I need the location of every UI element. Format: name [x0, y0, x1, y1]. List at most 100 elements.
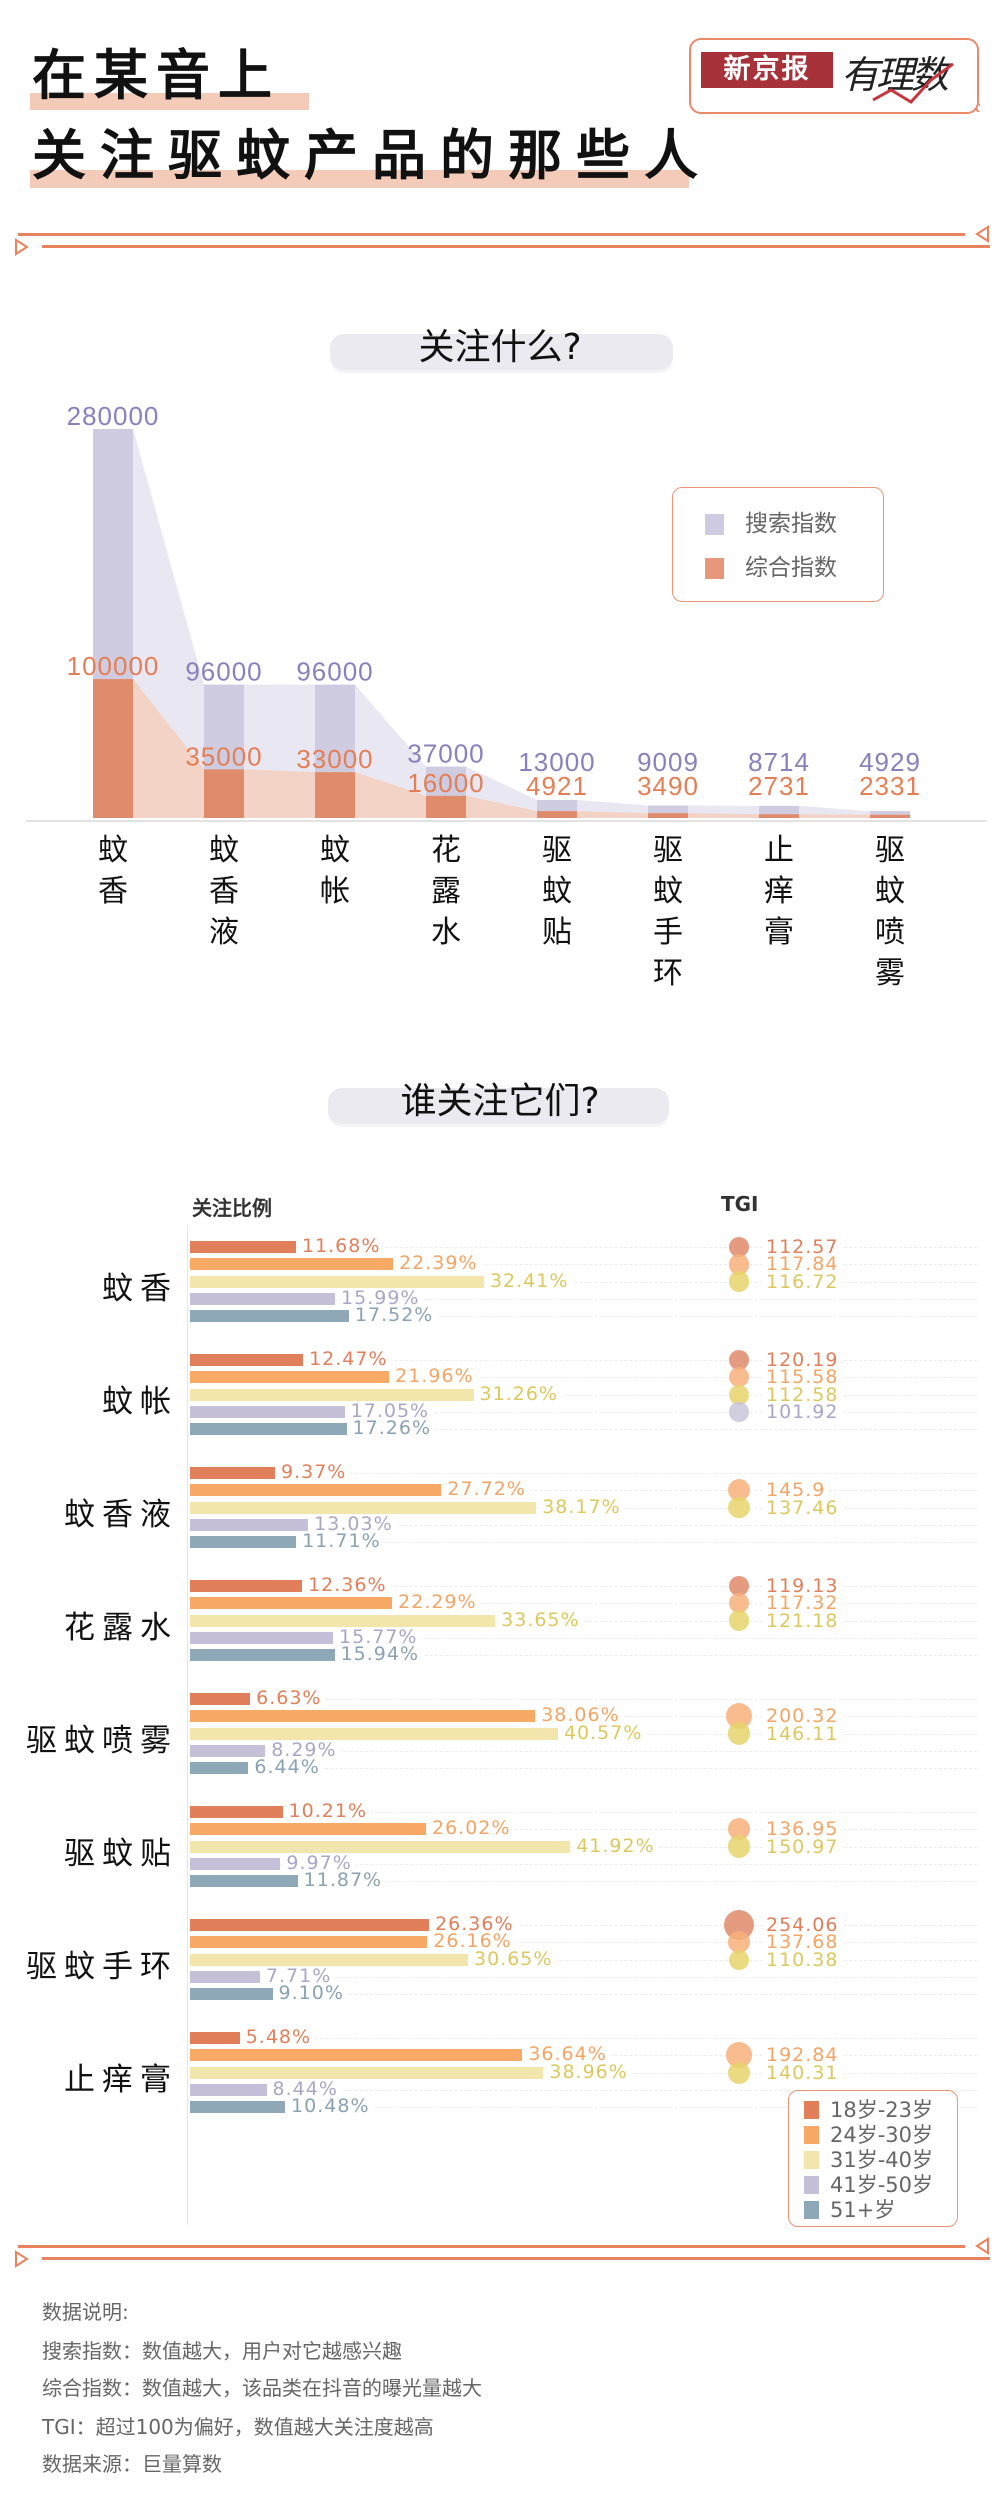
gridline [190, 1264, 977, 1266]
tgi-dot [727, 1479, 751, 1502]
tgi-value: 117.84 [762, 1255, 843, 1274]
bar-2 [190, 1597, 393, 1610]
bar-3 [190, 1953, 468, 1966]
bar-3 [190, 1727, 558, 1740]
legend-label: 18岁-23岁 [830, 2098, 934, 2122]
tgi-value: 115.58 [762, 1368, 843, 1387]
bar-4 [190, 1857, 281, 1870]
x-axis-label: 蚊香液 [209, 833, 239, 950]
legend-label: 搜索指数 [745, 511, 837, 537]
bar-1 [190, 2032, 240, 2044]
bar-value-label: 22.29% [394, 1592, 481, 1613]
bar-3 [190, 1501, 537, 1514]
gridline [190, 1394, 977, 1396]
bar-value-label: 11.71% [298, 1531, 385, 1552]
tgi-dot [728, 1931, 750, 1954]
gridline [190, 1298, 977, 1300]
legend-swatch [705, 514, 724, 535]
tgi-value: 117.32 [762, 1594, 843, 1613]
search-index-label: 280000 [67, 401, 160, 431]
gridline [190, 1994, 977, 1996]
gridline [190, 1655, 977, 1657]
legend-swatch [804, 2101, 819, 2119]
search-index-label: 9009 [637, 747, 699, 777]
tgi-value: 120.19 [762, 1351, 843, 1370]
gridline [190, 1281, 977, 1283]
category-label: 驱蚊手环 [26, 1949, 178, 1985]
bar-value-label: 6.44% [250, 1757, 324, 1778]
category-label: 驱蚊贴 [64, 1836, 178, 1872]
legend-label: 31岁-40岁 [830, 2148, 934, 2172]
gridline [190, 1881, 977, 1883]
bar-4 [190, 1970, 260, 1983]
category-label: 花露水 [64, 1610, 178, 1646]
x-axis-label: 止痒膏 [764, 833, 794, 950]
ratio-column-header: 关注比例 [192, 1196, 272, 1220]
tgi-dot [728, 1496, 750, 1519]
bar-value-label: 9.37% [276, 1462, 351, 1482]
gridline [190, 1768, 977, 1770]
tgi-value: 110.38 [762, 1950, 843, 1969]
tgi-value: 145.9 [762, 1481, 830, 1500]
tgi-dot [727, 1835, 751, 1858]
category-label: 止痒膏 [64, 2062, 178, 2098]
bar-5 [190, 1310, 349, 1323]
search-index-label: 96000 [185, 657, 262, 687]
search-index-label: 96000 [296, 657, 373, 687]
category-label: 蚊帐 [102, 1384, 178, 1420]
legend-label: 综合指数 [745, 555, 837, 581]
tgi-value: 119.13 [762, 1577, 843, 1596]
search-index-area [93, 429, 910, 818]
tgi-dot [727, 1722, 751, 1745]
composite-index-label: 4921 [526, 771, 588, 801]
bar-5 [190, 1423, 347, 1436]
tgi-value: 150.97 [762, 1837, 843, 1856]
search-index-label: 8714 [748, 747, 810, 777]
composite-index-bar [759, 814, 799, 818]
tgi-dot [729, 1402, 749, 1422]
gridline [190, 1490, 977, 1492]
title-highlight [30, 170, 689, 188]
bar-2 [190, 1710, 536, 1723]
gridline [190, 2107, 977, 2109]
category-label: 蚊香 [102, 1271, 178, 1307]
bar-value-label: 11.87% [299, 1870, 387, 1891]
bar-5 [190, 1875, 298, 1888]
gridline [190, 1542, 977, 1544]
tgi-value: 192.84 [762, 2046, 843, 2065]
bar-value-label: 30.65% [469, 1948, 557, 1969]
category-label: 蚊香液 [64, 1497, 178, 1533]
search-index-label: 4929 [859, 747, 921, 777]
gridline [190, 2038, 977, 2039]
gridline [190, 1411, 977, 1413]
gridline [190, 1360, 977, 1361]
search-index-label: 13000 [518, 747, 595, 777]
legend-swatch [804, 2126, 819, 2144]
legend-swatch [804, 2176, 819, 2194]
gridline [190, 1637, 977, 1639]
bar-value-label: 40.57% [559, 1722, 647, 1743]
bar-value-label: 13.03% [310, 1513, 397, 1534]
bar-value-label: 32.41% [485, 1270, 573, 1291]
index-chart: 280000 100000 96000 35000 96000 33000 37000160… [26, 401, 987, 822]
bar-value-label: 10.21% [284, 1801, 372, 1821]
section-heading: 谁关注它们? [400, 1081, 600, 1122]
page-title-line1: 在某音上 [32, 44, 280, 107]
gridline [190, 1829, 977, 1831]
tgi-dot [728, 1367, 750, 1388]
bar-value-label: 10.48% [287, 2096, 374, 2117]
tgi-column-header: TGI [721, 1192, 759, 1216]
bar-4 [190, 1405, 345, 1418]
gridline [190, 1377, 977, 1379]
bar-1 [190, 1354, 304, 1366]
bar-1 [190, 1806, 283, 1818]
gridline [190, 1247, 977, 1248]
composite-index-bar [204, 769, 244, 818]
trend-line-icon [872, 62, 954, 104]
bar-2 [190, 1823, 426, 1836]
tgi-dot [728, 1593, 750, 1614]
bar-2 [190, 1371, 390, 1384]
gridline [190, 1925, 977, 1926]
composite-index-bar [648, 813, 688, 818]
gridline [190, 1863, 977, 1865]
